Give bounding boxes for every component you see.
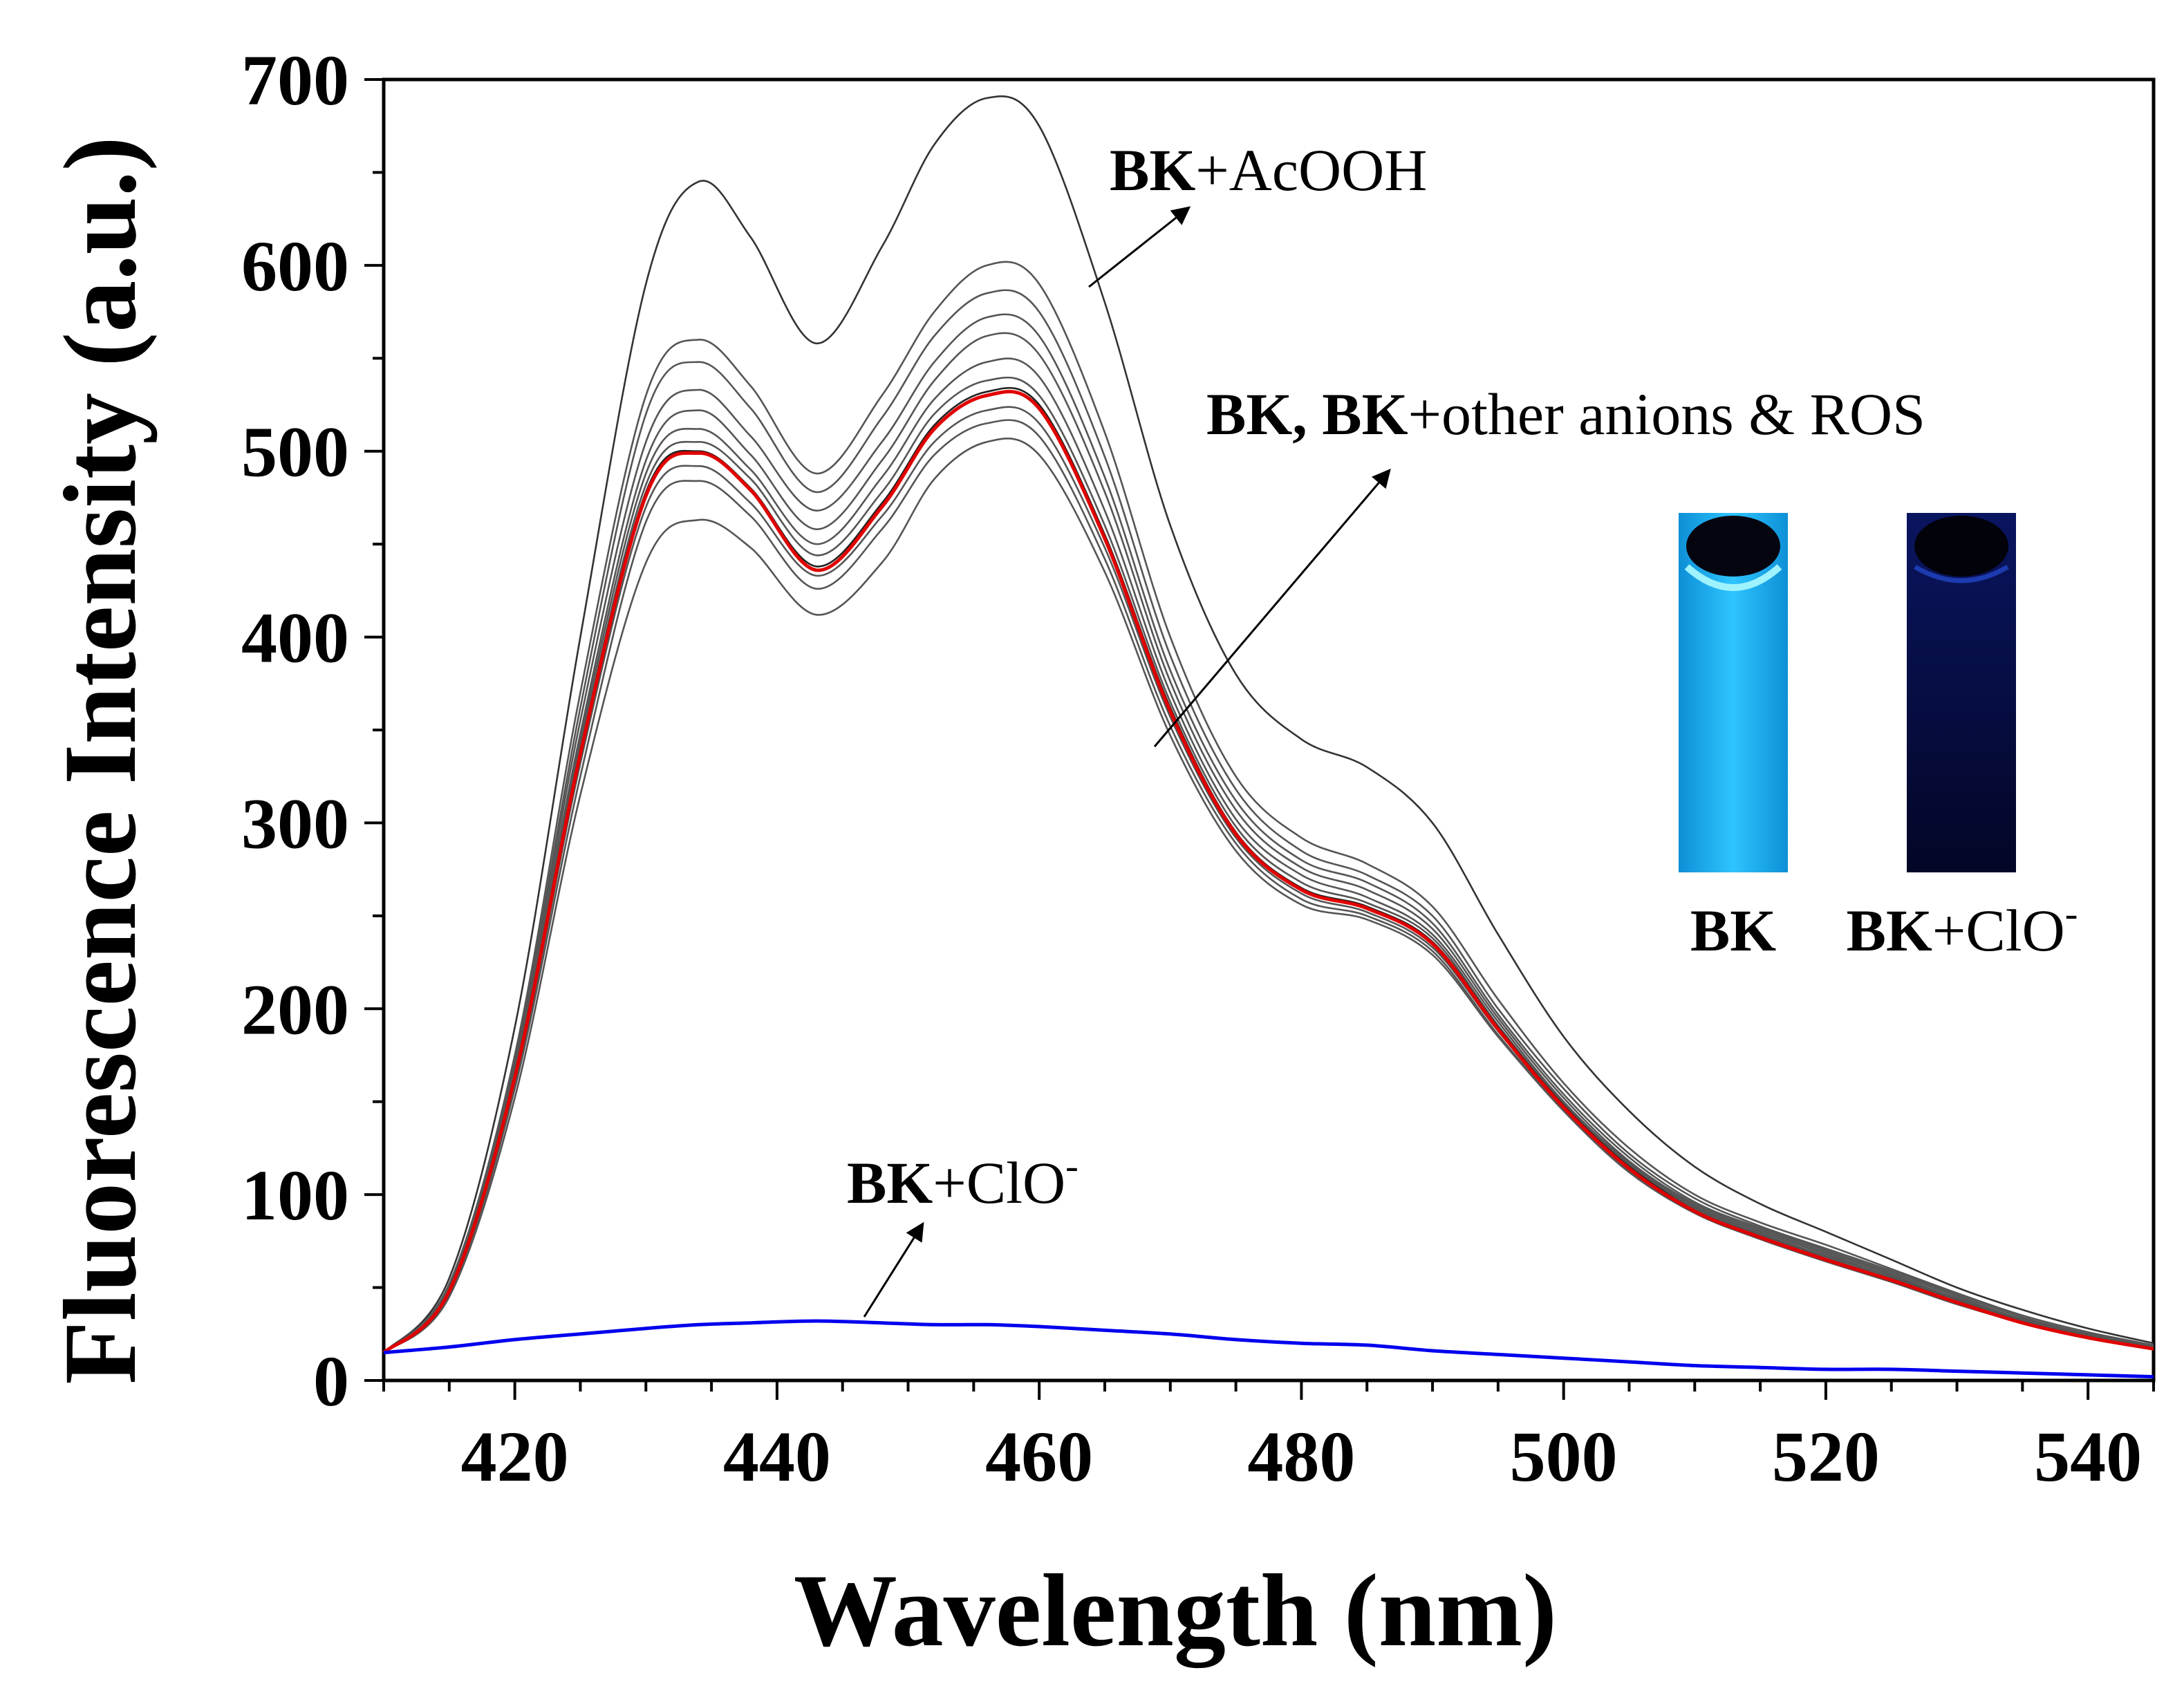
y-axis-title: Fluorescence Intensity (a.u.) [43,136,158,1384]
series-line-bk-anion-1 [383,261,2154,1354]
vial-bk-meniscus [1686,516,1780,577]
y-tick-label: 700 [241,41,349,120]
series-line-bk-anion-8 [383,406,2154,1354]
series-line-bk-anion-6 [383,376,2154,1354]
x-tick-label: 420 [461,1417,569,1497]
inset-label-bk: BK [1690,897,1776,964]
y-tick-label: 500 [241,413,349,492]
series-line-bk-acooh [383,95,2154,1354]
axis-ticks [364,78,2155,1400]
arrow-acooh [1088,206,1191,288]
x-axis-title: Wavelength (nm) [794,1553,1557,1668]
y-tick-label: 0 [313,1342,349,1421]
x-tick-label: 520 [1772,1417,1880,1497]
annotation-other-anions: BK, BK+other anions & ROS [1206,381,1925,447]
series-lines [382,95,2154,1379]
series-line-bk-anion-4 [383,332,2154,1354]
vial-bk-clo-glow [1914,564,2009,583]
arrow-other-anions [1153,468,1391,747]
series-line-bk-anion-2 [383,289,2154,1354]
inset-photos [1679,513,2016,872]
y-tick-label: 100 [241,1156,349,1235]
annotation-acooh: BK+AcOOH [1110,137,1427,203]
x-tick-label: 500 [1510,1417,1618,1497]
x-tick-label: 540 [2034,1417,2142,1497]
y-tick-label: 300 [241,784,349,863]
series-line-bk-clo [383,1319,2154,1379]
series-line-bk-anion-5 [383,357,2154,1354]
y-tick-label: 200 [241,970,349,1049]
y-tick-label: 400 [241,599,349,678]
x-tick-label: 480 [1247,1417,1355,1497]
y-tick-label: 600 [241,227,349,306]
series-line-bk [382,390,2154,1354]
arrow-clo [863,1221,924,1318]
vial-bk-glow [1684,564,1782,591]
annotation-clo: BK+ClO- [847,1145,1079,1216]
tick-labels: 420 440 460 480 500 520 540 0 100 200 300 400 500 600… [241,41,2142,1497]
series-line-bk-anion-10 [383,438,2154,1354]
series-line-bk-anion-9 [383,419,2154,1354]
series-line-bk-anion-3 [383,313,2154,1354]
vial-bk-clo-meniscus [1914,516,2008,577]
x-tick-label: 460 [985,1417,1093,1497]
x-tick-label: 440 [723,1417,831,1497]
inset-label-bk-clo: BK+ClO- [1847,892,2078,964]
